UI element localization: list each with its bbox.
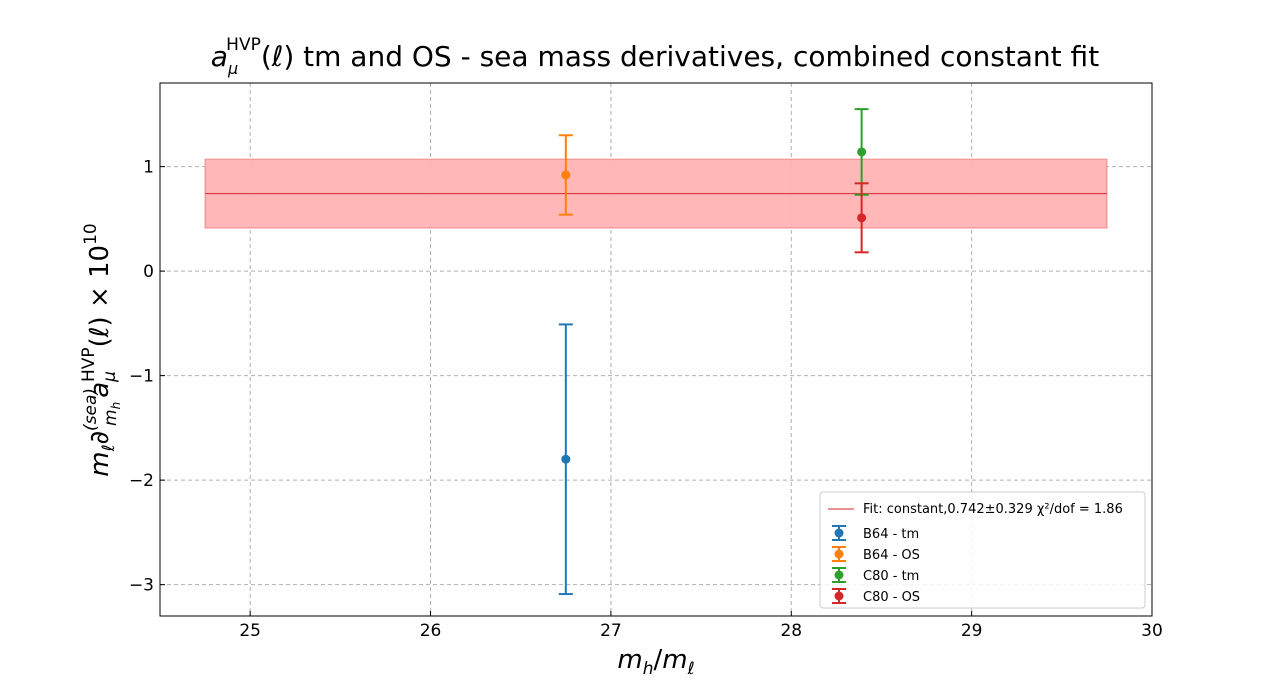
data-point [558, 134, 573, 216]
x-tick-label: 25 [239, 621, 261, 641]
chart-title: aμHVP(ℓ) tm and OS - sea mass derivative… [211, 35, 1099, 78]
legend-series-label: B64 - OS [863, 548, 920, 563]
x-axis-label: mh/mℓ [617, 645, 694, 679]
y-tick-label: 1 [143, 158, 154, 178]
axes-frame [159, 82, 1153, 617]
y-tick-label: 0 [143, 262, 154, 282]
legend-series-label: C80 - OS [863, 590, 920, 605]
x-tick-label: 29 [961, 621, 983, 641]
x-tick-label: 30 [1141, 621, 1163, 641]
data-point [558, 323, 573, 596]
legend-series-label: C80 - tm [863, 569, 919, 584]
legend-series-label: B64 - tm [863, 527, 919, 542]
point-marker [561, 170, 571, 180]
x-tick-label: 27 [600, 621, 622, 641]
point-marker [561, 454, 571, 464]
x-tick-label: 26 [420, 621, 442, 641]
point-marker [857, 213, 867, 223]
legend-swatch-marker [834, 549, 844, 559]
plot-area: 25 26 27 28 29 30 −3 −2 −1 0 1 Fit: constant,0.742±… [129, 82, 1163, 641]
y-axis-label: mℓ∂(sea)mhaμHVP(ℓ) × 1010 [79, 223, 123, 477]
legend-swatch-marker [834, 528, 844, 538]
y-tick-label: −3 [129, 576, 154, 596]
x-tick-label: 28 [780, 621, 802, 641]
legend-swatch-marker [834, 570, 844, 580]
legend-box [819, 491, 1146, 609]
point-marker [857, 147, 867, 157]
legend: Fit: constant,0.742±0.329 χ²/dof = 1.86 B… [819, 491, 1146, 609]
data-point [854, 182, 869, 254]
y-tick-label: −1 [129, 367, 154, 387]
y-tick-label: −2 [129, 471, 154, 491]
legend-fit-label: Fit: constant,0.742±0.329 χ²/dof = 1.86 [863, 502, 1123, 517]
legend-swatch-marker [834, 591, 844, 601]
